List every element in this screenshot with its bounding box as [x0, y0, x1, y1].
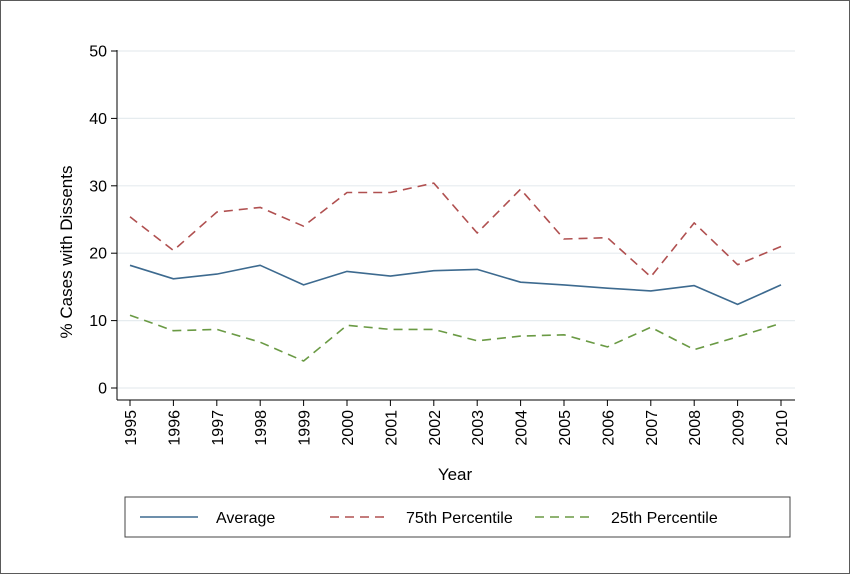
x-tick-label: 2001 — [383, 410, 400, 446]
legend-label: 75th Percentile — [406, 510, 513, 527]
x-tick-label: 2004 — [514, 410, 531, 446]
x-axis: 1995 1996 1997 1998 1999 2000 2001 2002 2003 2004… — [117, 399, 795, 446]
x-tick-label: 2003 — [470, 410, 487, 446]
y-tick-label: 30 — [89, 178, 107, 195]
x-tick-label: 1995 — [123, 410, 140, 446]
legend: Average 75th Percentile 25th Percentile — [124, 496, 791, 538]
x-tick-label: 2000 — [340, 410, 357, 446]
x-tick-label: 2009 — [731, 410, 748, 446]
x-tick-label: 2007 — [644, 410, 661, 446]
y-axis: 0 10 20 30 40 50 — [89, 44, 118, 400]
series-line-1 — [129, 264, 782, 306]
legend-label: Average — [216, 510, 275, 527]
y-tick-label: 20 — [89, 246, 107, 263]
x-tick-label: 2005 — [557, 410, 574, 446]
x-tick-label: 1996 — [166, 410, 183, 446]
x-tick-label: 1998 — [253, 410, 270, 446]
gridlines — [117, 50, 795, 389]
x-tick-label: 1997 — [210, 410, 227, 446]
y-axis-title: % Cases with Dissents — [57, 166, 76, 339]
y-tick-label: 50 — [89, 44, 107, 61]
y-tick-label: 40 — [89, 111, 107, 128]
series-lines — [129, 182, 782, 362]
y-tick-label: 10 — [89, 313, 107, 330]
legend-label: 25th Percentile — [611, 510, 718, 527]
x-tick-label: 2002 — [427, 410, 444, 446]
x-tick-label: 1999 — [297, 410, 314, 446]
legend-box — [124, 496, 791, 538]
x-axis-title: Year — [438, 465, 473, 484]
series-line-3 — [129, 314, 782, 362]
x-tick-label: 2006 — [600, 410, 617, 446]
y-tick-label: 0 — [98, 381, 107, 398]
x-tick-label: 2010 — [774, 410, 791, 446]
series-line-2 — [129, 182, 782, 278]
x-tick-label: 2008 — [687, 410, 704, 446]
